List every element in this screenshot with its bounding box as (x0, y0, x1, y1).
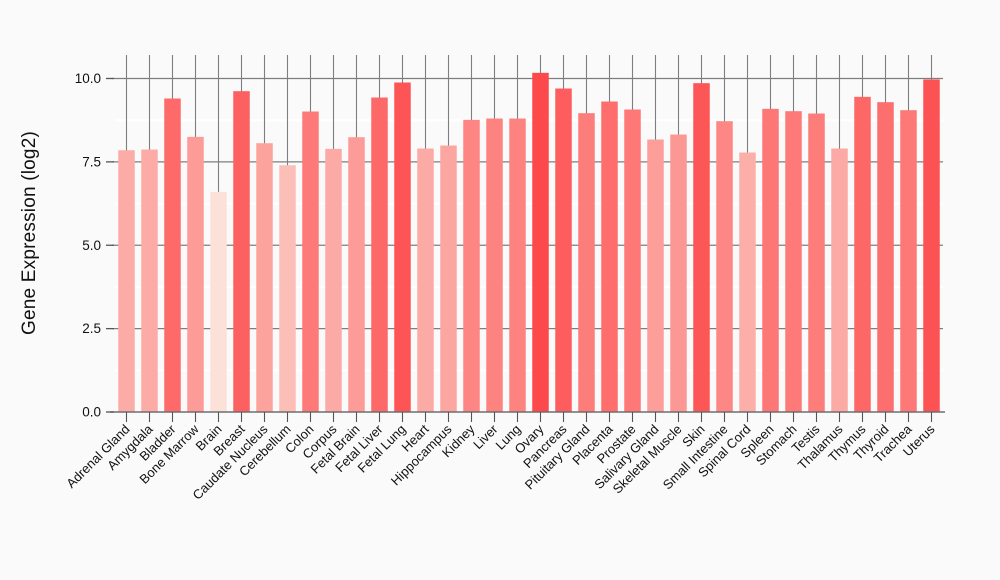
bar-uterus (923, 79, 940, 413)
y-tick-label-2.5: 2.5 (82, 321, 101, 336)
bar-thyroid (877, 102, 894, 412)
bar-bladder (164, 98, 181, 412)
y-tick-label-5.0: 5.0 (82, 238, 101, 253)
bar-thalamus (831, 148, 848, 412)
bar-caudate-nucleus (256, 143, 273, 412)
bar-fetal-brain (348, 137, 365, 413)
bar-fetal-liver (371, 97, 388, 413)
bar-ovary (532, 72, 549, 412)
y-tick-label-7.5: 7.5 (82, 154, 101, 169)
bar-spinal-cord (739, 152, 756, 413)
bar-kidney (463, 119, 480, 412)
y-axis-ticks (106, 77, 114, 413)
bars (118, 72, 940, 413)
bar-small-intestine (716, 121, 733, 413)
bar-skin (693, 83, 710, 412)
bar-heart (417, 148, 434, 412)
y-tick-labels: 0.0 2.5 5.0 7.5 10.0 (75, 71, 101, 420)
bar-spleen (762, 108, 779, 412)
major-gridlines (112, 77, 943, 330)
bar-hippocampus (440, 145, 457, 412)
bar-bone-marrow (187, 136, 204, 413)
bar-placenta (601, 101, 618, 412)
bar-prostate (624, 109, 641, 412)
minor-gridlines (115, 119, 943, 372)
bar-lung (509, 118, 526, 413)
y-tick-label-10.0: 10.0 (75, 71, 101, 86)
bar-salivary-gland (647, 139, 664, 412)
bar-testis (808, 113, 825, 412)
bar-thymus (854, 96, 871, 412)
x-axis-ticks (125, 412, 933, 422)
bar-trachea (900, 110, 917, 413)
bar-breast (233, 91, 250, 412)
bar-skeletal-muscle (670, 134, 687, 412)
bar-colon (302, 111, 319, 412)
bar-pancreas (555, 88, 572, 412)
bar-liver (486, 118, 503, 413)
bar-fetal-lung (394, 82, 411, 412)
bar-corpus (325, 148, 342, 412)
bar-adrenal-gland (118, 150, 135, 412)
bar-pituitary-gland (578, 113, 595, 413)
bar-brain (210, 191, 227, 412)
x-tick-label-liver: Liver (470, 421, 501, 452)
bar-stomach (785, 111, 802, 413)
y-tick-label-0.0: 0.0 (82, 405, 101, 420)
bar-cerebellum (279, 165, 296, 412)
bar-amygdala (141, 149, 158, 412)
